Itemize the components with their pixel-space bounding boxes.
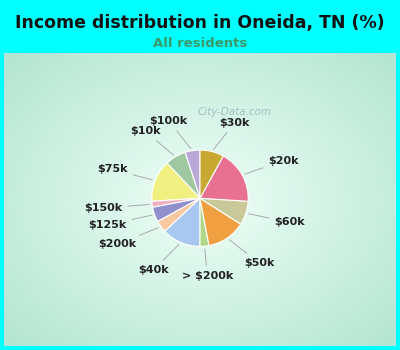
Text: $50k: $50k bbox=[229, 240, 274, 268]
Text: Income distribution in Oneida, TN (%): Income distribution in Oneida, TN (%) bbox=[15, 14, 385, 32]
Text: $10k: $10k bbox=[130, 126, 173, 155]
Text: $125k: $125k bbox=[88, 215, 152, 230]
Text: City-Data.com: City-Data.com bbox=[197, 107, 272, 117]
Text: All residents: All residents bbox=[153, 37, 247, 50]
Wedge shape bbox=[200, 156, 248, 201]
Text: $150k: $150k bbox=[84, 203, 149, 213]
Text: > $200k: > $200k bbox=[182, 249, 233, 281]
Text: $100k: $100k bbox=[150, 116, 191, 148]
Wedge shape bbox=[200, 198, 241, 246]
Text: $20k: $20k bbox=[245, 156, 299, 174]
Wedge shape bbox=[167, 152, 200, 198]
Text: $200k: $200k bbox=[99, 228, 158, 249]
Wedge shape bbox=[152, 163, 200, 201]
Text: $60k: $60k bbox=[248, 214, 305, 228]
Wedge shape bbox=[158, 198, 200, 231]
Wedge shape bbox=[152, 198, 200, 207]
Text: $75k: $75k bbox=[97, 164, 152, 180]
Wedge shape bbox=[165, 198, 200, 246]
Wedge shape bbox=[153, 198, 200, 222]
Wedge shape bbox=[200, 198, 209, 246]
Wedge shape bbox=[200, 150, 223, 198]
Text: $30k: $30k bbox=[214, 118, 250, 149]
Wedge shape bbox=[200, 198, 248, 224]
Text: $40k: $40k bbox=[138, 244, 179, 275]
Wedge shape bbox=[185, 150, 200, 198]
